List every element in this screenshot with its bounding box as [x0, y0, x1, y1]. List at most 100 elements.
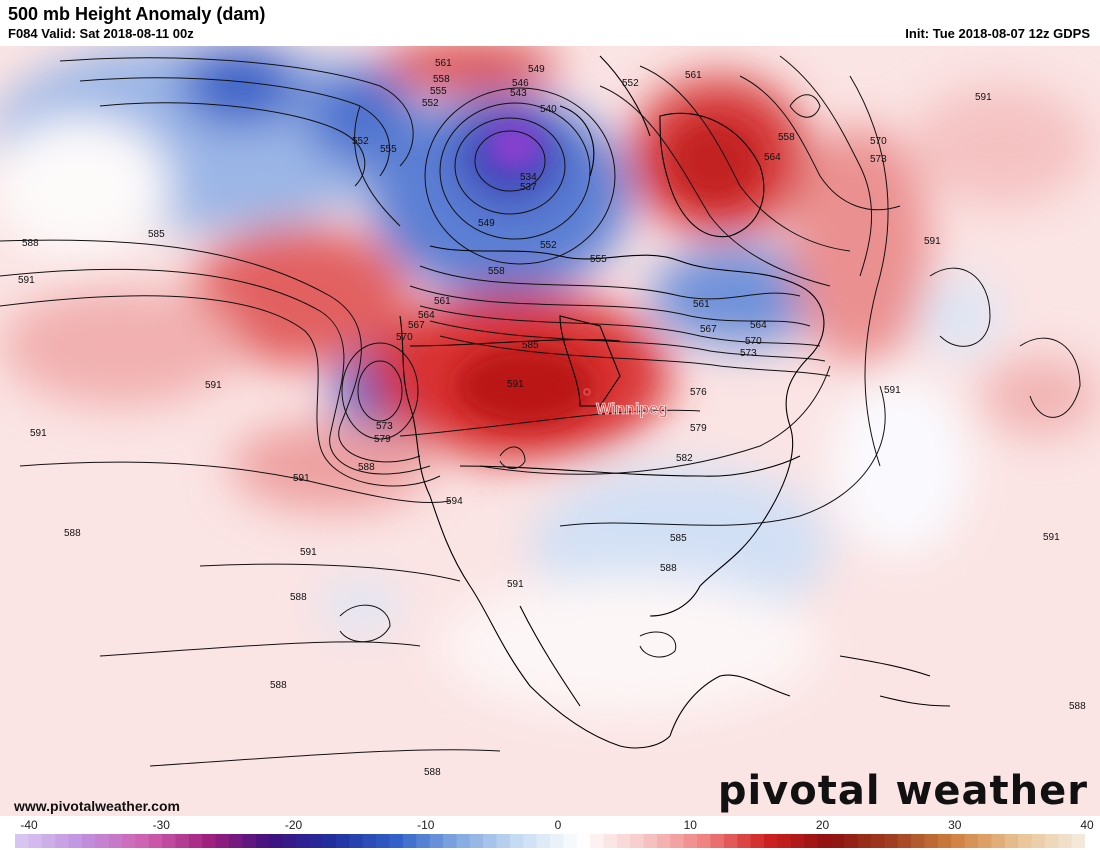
height-contours — [0, 55, 1081, 767]
land-outlines — [399, 55, 951, 749]
colorbar-cell — [550, 834, 564, 848]
contour-label: 588 — [358, 462, 375, 473]
colorbar-cell — [376, 834, 391, 848]
colorbar-cell — [670, 834, 685, 848]
contour-label: 552 — [622, 78, 639, 89]
colorbar-cell — [215, 834, 230, 848]
contour-label: 552 — [422, 98, 439, 109]
contour-label: 570 — [870, 136, 887, 147]
colorbar-cell — [1004, 834, 1019, 848]
colorbar-tick-label: -30 — [152, 818, 170, 832]
contour-label: 591 — [975, 92, 992, 103]
colorbar-cell — [830, 834, 845, 848]
city-label: Winnipeg — [596, 401, 668, 418]
colorbar-cell — [162, 834, 177, 848]
colorbar-cell — [937, 834, 952, 848]
colorbar-cell — [1058, 834, 1073, 848]
contour-label: 561 — [693, 299, 710, 310]
colorbar-cell — [884, 834, 899, 848]
colorbar-cell — [122, 834, 136, 848]
contour-label: 561 — [435, 58, 452, 69]
contour-label: 549 — [478, 218, 495, 229]
contour-label: 549 — [528, 64, 545, 75]
contour-label: 564 — [750, 320, 767, 331]
contour-label: 591 — [924, 236, 941, 247]
colorbar-cell — [175, 834, 190, 848]
contour-label: 558 — [488, 266, 505, 277]
colorbar-cell — [697, 834, 712, 848]
colorbar-tick-label: -40 — [20, 818, 38, 832]
colorbar-cell — [978, 834, 992, 848]
colorbar-cell — [603, 834, 618, 848]
colorbar-cell — [1071, 834, 1085, 848]
colorbar-cell — [55, 834, 70, 848]
page-title: 500 mb Height Anomaly (dam) — [8, 4, 266, 24]
colorbar-cell — [188, 834, 203, 848]
colorbar-tick-label: 20 — [815, 818, 830, 832]
colorbar-cell — [15, 834, 29, 848]
contour-labels: 561 558 555 552 549 546 543 540 537 534 … — [18, 58, 1086, 778]
contour-label: 591 — [300, 547, 317, 558]
colorbar-cell — [964, 834, 979, 848]
colorbar-cell — [349, 834, 364, 848]
colorbar-cell — [41, 834, 56, 848]
colorbar-cell — [135, 834, 150, 848]
colorbar-cell — [764, 834, 778, 848]
colorbar-cell — [991, 834, 1006, 848]
colorbar-cell — [389, 834, 404, 848]
colorbar-tick-label: -10 — [417, 818, 435, 832]
colorbar-cell — [322, 834, 337, 848]
colorbar-cell — [469, 834, 484, 848]
contour-label: 591 — [507, 579, 524, 590]
anomaly-map: 561 558 555 552 549 546 543 540 537 534 … — [0, 46, 1100, 816]
contour-label: 561 — [685, 70, 702, 81]
contour-label: 594 — [446, 496, 463, 507]
contour-label: 588 — [22, 238, 39, 249]
contour-label: 552 — [352, 136, 369, 147]
colorbar-cell — [68, 834, 83, 848]
colorbar-cell — [242, 834, 257, 848]
colorbar-cell — [630, 834, 645, 848]
contour-label: 552 — [540, 240, 557, 251]
colorbar-cell — [108, 834, 123, 848]
colorbar-cell — [657, 834, 671, 848]
colorbar-tick-label: -20 — [284, 818, 303, 832]
colorbar-cell — [362, 834, 377, 848]
contour-label: 591 — [293, 473, 310, 484]
colorbar-cell — [28, 834, 43, 848]
colorbar-tick-label: 30 — [948, 818, 962, 832]
colorbar-cell — [911, 834, 926, 848]
colorbar-cell — [777, 834, 792, 848]
contour-label: 555 — [590, 254, 607, 265]
header: 500 mb Height Anomaly (dam) F084 Valid: … — [0, 0, 1100, 46]
contour-label: 534 — [520, 172, 537, 183]
contour-label: 591 — [1043, 532, 1060, 543]
contour-label: 567 — [408, 320, 425, 331]
colorbar-ticks: -40 -30 -20 -10 0 10 20 30 40 — [0, 818, 1100, 834]
colorbar-cell — [456, 834, 471, 848]
valid-time: F084 Valid: Sat 2018-08-11 00z — [8, 26, 194, 41]
contour-label: 561 — [434, 296, 451, 307]
colorbar-cell — [750, 834, 765, 848]
contour-label: 588 — [424, 767, 441, 778]
colorbar-cell — [563, 834, 578, 848]
colorbar-cell — [148, 834, 163, 848]
colorbar-cell — [616, 834, 631, 848]
website-label: www.pivotalweather.com — [14, 798, 180, 814]
contour-label: 555 — [430, 86, 447, 97]
contour-label: 579 — [374, 434, 391, 445]
colorbar-cell — [817, 834, 832, 848]
map-panel: 561 558 555 552 549 546 543 540 537 534 … — [0, 46, 1100, 816]
contour-label: 588 — [270, 680, 287, 691]
colorbar-cell — [416, 834, 431, 848]
colorbar-cell — [897, 834, 912, 848]
contour-label: 579 — [690, 423, 707, 434]
colorbar-cell — [202, 834, 217, 848]
colorbar-cell — [483, 834, 498, 848]
colorbar-cell — [523, 834, 538, 848]
contour-label: 558 — [433, 74, 450, 85]
colorbar-cell — [857, 834, 872, 848]
colorbar-cell — [1044, 834, 1059, 848]
colorbar-tick-label: 0 — [554, 818, 562, 832]
contour-label: 588 — [660, 563, 677, 574]
